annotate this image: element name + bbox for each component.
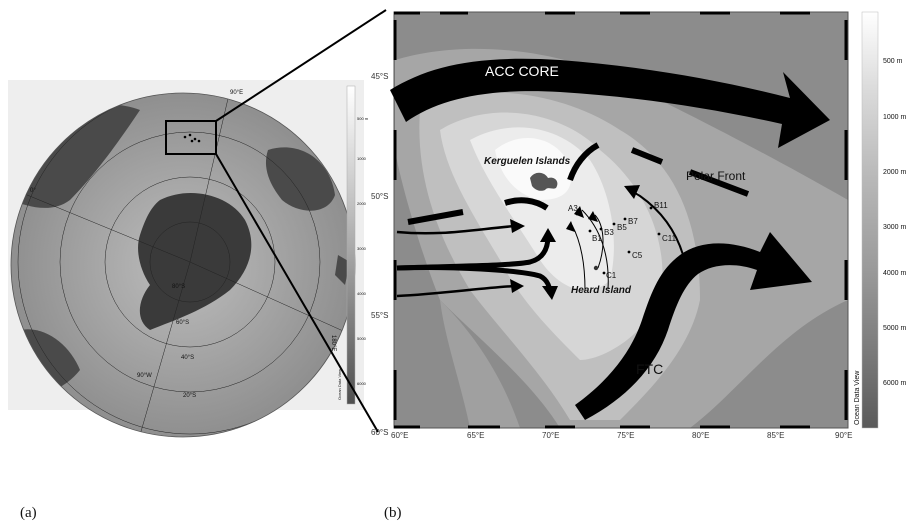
acc-core-arrow xyxy=(390,58,830,148)
map-border-ticks xyxy=(393,11,848,429)
kerguelen-island xyxy=(530,172,558,191)
map-watermark: Ocean Data View xyxy=(854,370,861,425)
heard-label: Heard Island xyxy=(571,285,632,296)
globe-scale-tick: 5000 xyxy=(357,336,367,341)
antarctica-landmass xyxy=(138,192,252,330)
caption-a: (a) xyxy=(20,505,37,521)
lon-tick: 80°E xyxy=(692,431,709,440)
east-ridge xyxy=(440,300,520,428)
lon-tick: 60°E xyxy=(391,431,408,440)
nz-landmass xyxy=(335,255,350,285)
cbar-tick: 2000 m xyxy=(883,169,907,176)
globe-scale-tick: 2000 xyxy=(357,201,367,206)
station-b11: B11 xyxy=(654,201,668,210)
lat-tick: 45°S xyxy=(371,72,388,81)
globe-label-90e: 90°E xyxy=(230,90,243,96)
ftc-arrow xyxy=(575,232,812,420)
panel-a: 90°E 0° 180°E 90°W 80°S 60°S 40°S 20°S 5… xyxy=(8,80,369,438)
lon-tick: 90°E xyxy=(835,431,852,440)
globe-scale-tick: 3000 xyxy=(357,246,367,251)
globe-colorbar xyxy=(346,85,356,405)
cbar-tick: 4000 m xyxy=(883,270,907,277)
cbar-tick: 1000 m xyxy=(883,114,907,121)
station-c5: C5 xyxy=(632,251,643,260)
globe-label-180e: 180°E xyxy=(330,335,336,351)
cbar-tick: 3000 m xyxy=(883,224,907,231)
polar-front-label: Polar Front xyxy=(686,169,746,183)
globe-scale-tick: 6000 xyxy=(357,381,367,386)
globe-label-90w: 90°W xyxy=(137,373,152,379)
station-c11: C11 xyxy=(662,234,677,243)
station-b1: B1 xyxy=(592,234,602,243)
cbar-tick: 5000 m xyxy=(883,325,907,332)
lat-tick: 50°S xyxy=(371,192,388,201)
station-markers xyxy=(575,206,661,275)
station-c1: C1 xyxy=(606,271,617,280)
globe-scale-tick: 1000 xyxy=(357,156,367,161)
kerguelen-label: Kerguelen Islands xyxy=(484,156,571,167)
acc-core-label: ACC CORE xyxy=(485,63,559,79)
globe-label-60s: 60°S xyxy=(176,320,189,326)
inset-box xyxy=(165,120,217,155)
zoom-line-bottom xyxy=(215,153,379,433)
globe-label-20s: 20°S xyxy=(183,393,196,399)
lon-tick: 65°E xyxy=(467,431,484,440)
globe-watermark: Ocean Data View xyxy=(337,369,342,400)
lon-tick: 75°E xyxy=(617,431,634,440)
lat-tick: 55°S xyxy=(371,311,388,320)
heard-island xyxy=(593,265,599,271)
station-b5: B5 xyxy=(617,223,627,232)
cbar-tick: 500 m xyxy=(883,58,903,65)
depth-colorbar xyxy=(861,11,879,429)
globe-label-80s: 80°S xyxy=(172,284,185,290)
polar-front-line xyxy=(407,142,750,225)
lat-tick: 60°S xyxy=(371,428,388,437)
australia-landmass xyxy=(265,147,335,211)
caption-b: (b) xyxy=(384,505,402,521)
plateau-flows xyxy=(571,189,685,291)
cbar-tick: 6000 m xyxy=(883,380,907,387)
globe-label-40s: 40°S xyxy=(181,355,194,361)
station-a3: A3 xyxy=(568,204,578,213)
station-b3: B3 xyxy=(604,228,614,237)
station-b7: B7 xyxy=(628,217,638,226)
ftc-label: FTC xyxy=(636,361,663,377)
globe-label-0: 0° xyxy=(30,188,36,194)
inset-stations xyxy=(183,133,201,143)
inflow-arrowheads xyxy=(510,219,558,300)
globe-scale-tick: 500 m xyxy=(357,116,369,121)
globe-scale-tick: 4000 xyxy=(357,291,367,296)
panel-b: ACC CORE Polar Front FTC xyxy=(371,11,907,440)
zoom-line-top xyxy=(215,9,387,122)
lon-tick: 85°E xyxy=(767,431,784,440)
lon-tick: 70°E xyxy=(542,431,559,440)
